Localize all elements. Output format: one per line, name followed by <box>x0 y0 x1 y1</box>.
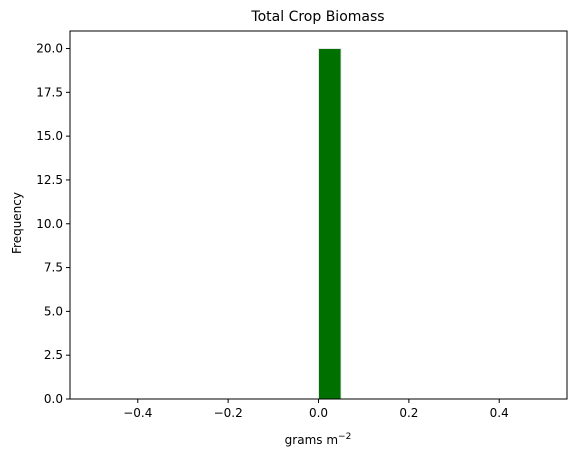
y-tick-label-7: 17.5 <box>36 85 63 99</box>
y-tick-label-1: 2.5 <box>44 348 63 362</box>
y-tick-label-3: 7.5 <box>44 261 63 275</box>
x-axis-label-exponent: −2 <box>338 432 351 442</box>
chart-title: Total Crop Biomass <box>250 9 384 25</box>
y-tick-label-2: 5.0 <box>44 304 63 318</box>
x-tick-label-1: −0.2 <box>214 406 243 420</box>
x-axis-ticks: −0.4 −0.2 0.0 0.2 0.4 <box>123 399 509 420</box>
y-tick-label-4: 10.0 <box>36 217 63 231</box>
x-axis-label: grams m−2 <box>285 432 352 447</box>
y-tick-label-6: 15.0 <box>36 129 63 143</box>
bars-group <box>318 48 342 400</box>
y-tick-label-5: 12.5 <box>36 173 63 187</box>
x-tick-label-0: −0.4 <box>123 406 152 420</box>
y-tick-label-0: 0.0 <box>44 392 63 406</box>
x-tick-label-2: 0.0 <box>309 406 328 420</box>
y-tick-label-8: 20.0 <box>36 42 63 56</box>
x-tick-label-3: 0.2 <box>399 406 418 420</box>
y-axis-label: Frequency <box>10 192 24 254</box>
y-axis-ticks: 0.0 2.5 5.0 7.5 10.0 12.5 15.0 17.5 20.0 <box>36 42 70 406</box>
histogram-bar-0 <box>318 48 342 400</box>
x-axis-label-base: grams m <box>285 433 338 447</box>
x-tick-label-4: 0.4 <box>490 406 509 420</box>
